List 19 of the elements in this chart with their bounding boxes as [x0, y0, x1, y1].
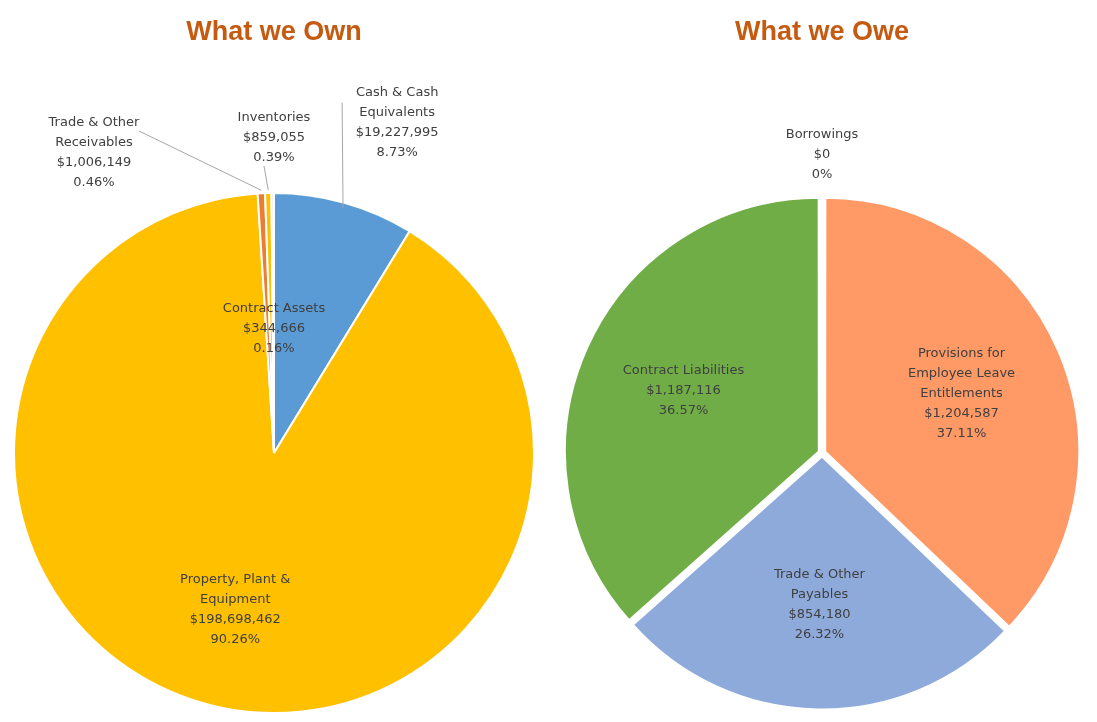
- data-label: $859,055 0.39%: [242, 129, 306, 165]
- data-label: $198,698,462 90.26%: [189, 610, 281, 646]
- slice-label: Property, Plant & Equipment: [180, 570, 291, 606]
- data-label: $1,006,149 0.46%: [56, 154, 132, 190]
- chart-title: What we Own: [185, 15, 363, 48]
- category-label: Borrowings: [785, 126, 859, 142]
- slice-label: Provisions for Employee Leave Entitlements: [907, 344, 1016, 400]
- data-label: $19,227,995 8.73%: [355, 124, 439, 160]
- slice-label: Trade & Other Payables: [772, 566, 866, 602]
- data-label: $854,180 26.32%: [788, 606, 851, 642]
- data-label: $1,204,587 37.11%: [924, 404, 999, 440]
- chart-title: What we Owe: [734, 15, 910, 48]
- text: $0 0%: [811, 146, 833, 182]
- slice-label: Contract Liabilities: [622, 362, 745, 378]
- slice-label: Trade & Other Receivables: [47, 114, 141, 150]
- data-label: $1,187,116 36.57%: [646, 382, 721, 418]
- slice-label: Inventories: [237, 109, 311, 125]
- data-label: $344,666 0.16%: [242, 319, 306, 355]
- slice-label: Cash & Cash Equivalents: [355, 84, 439, 120]
